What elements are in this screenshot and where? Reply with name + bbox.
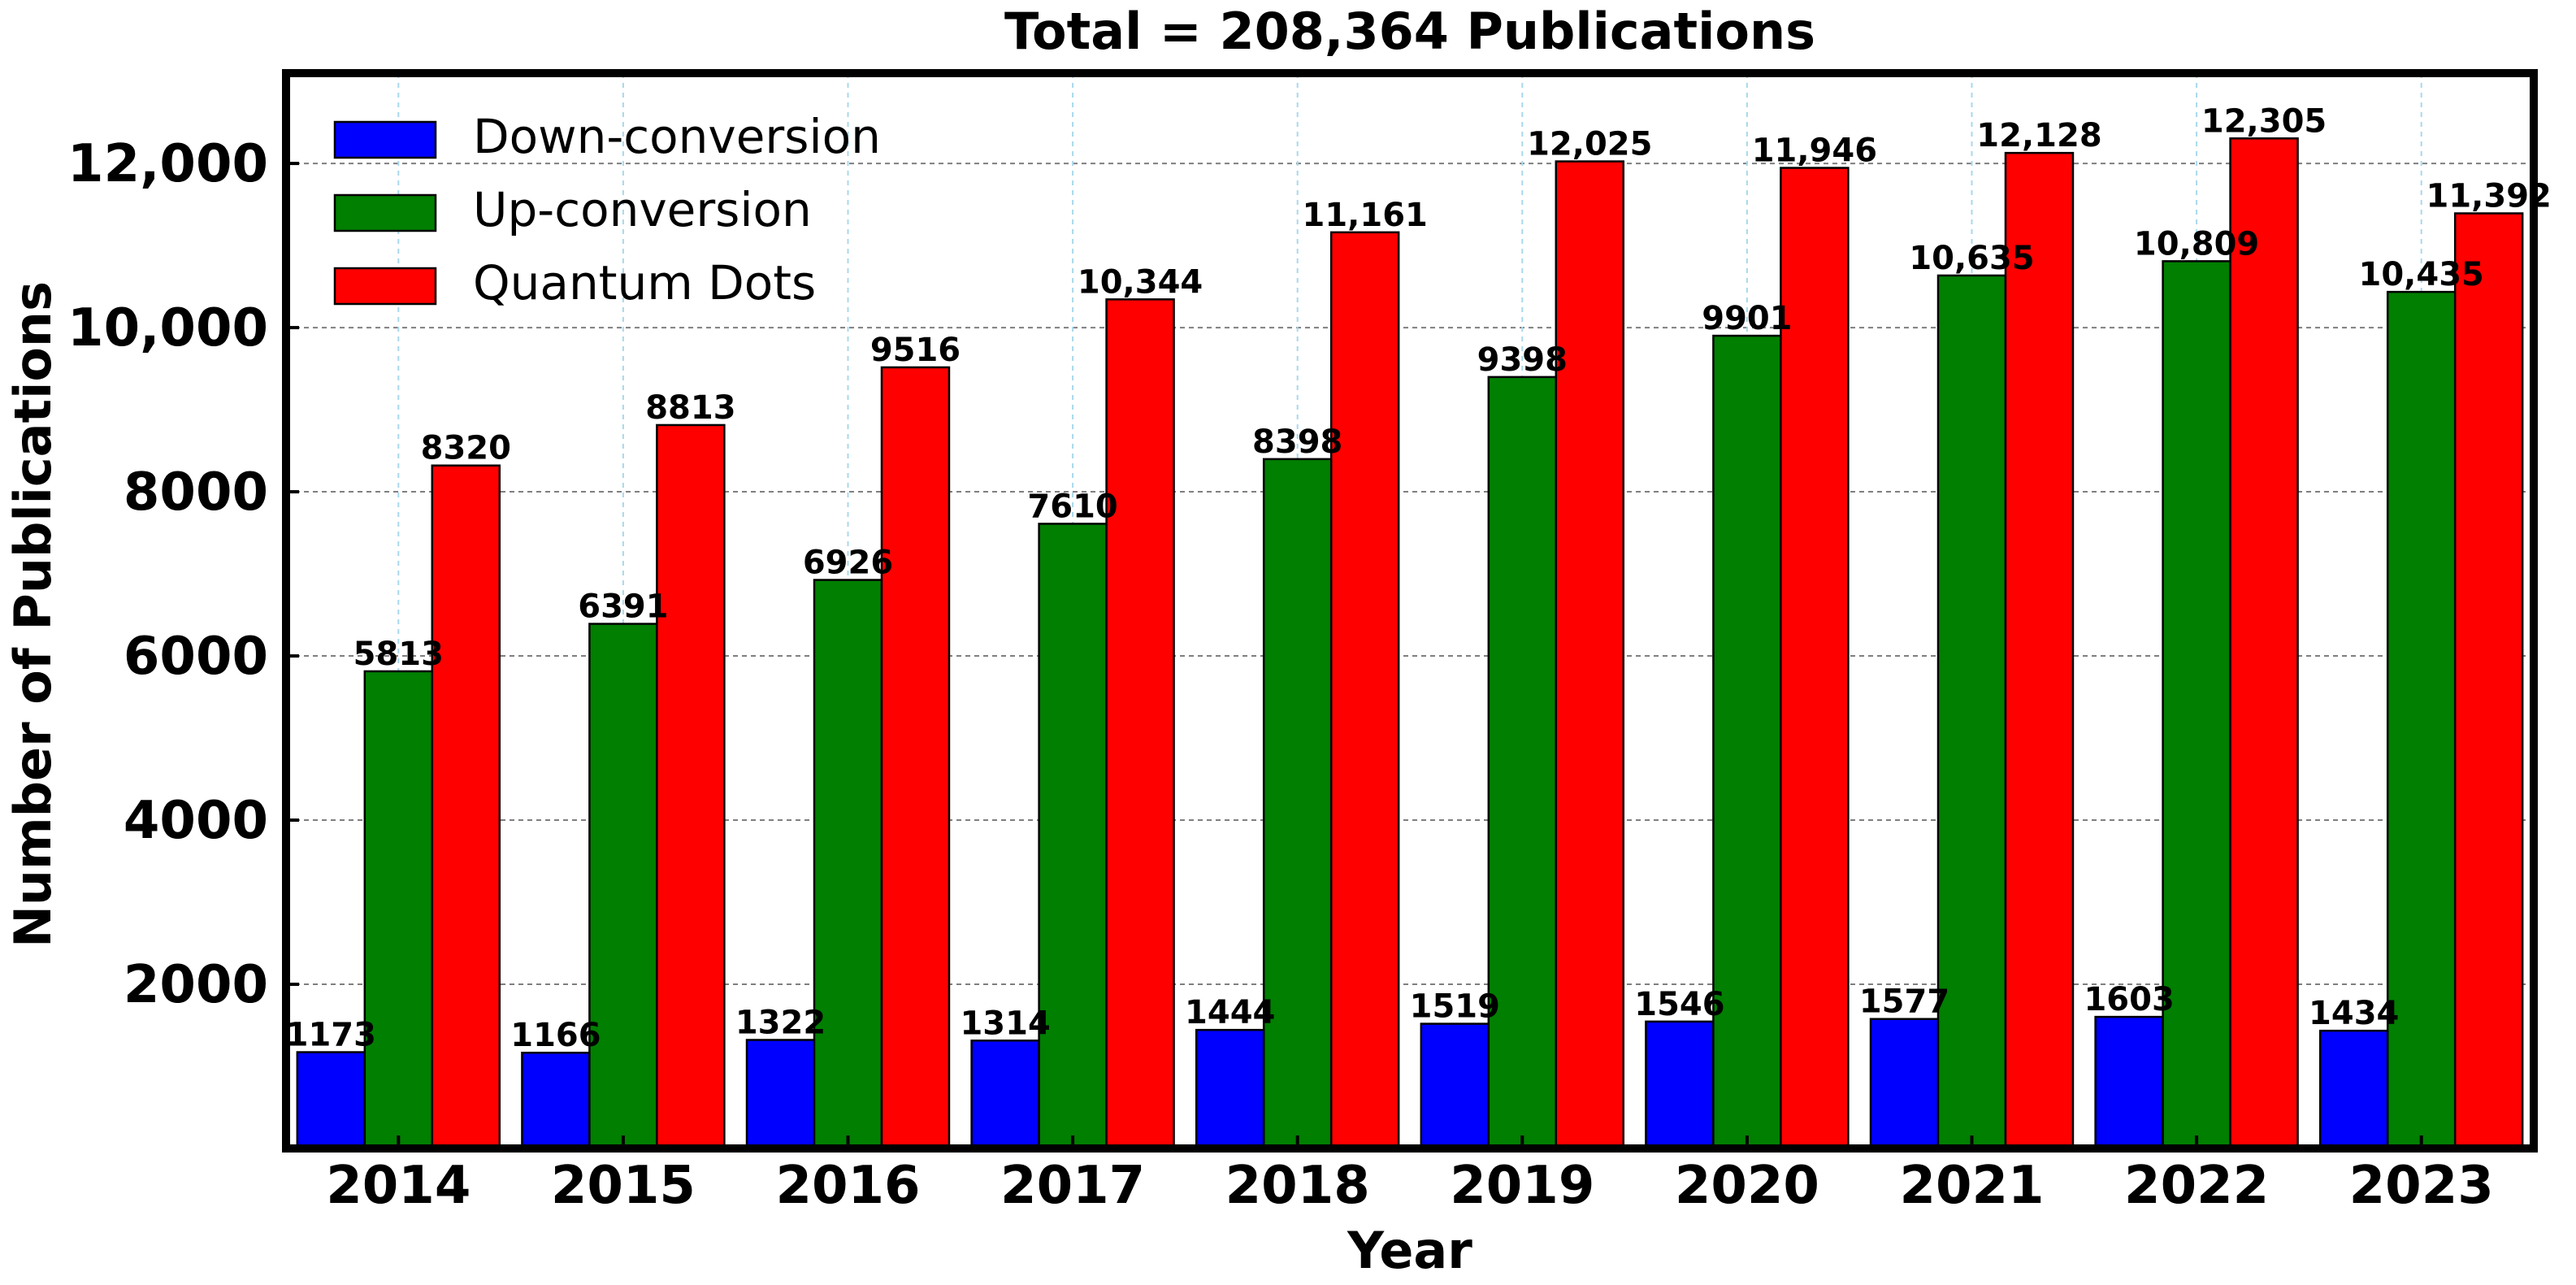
bar-up-conversion <box>1038 523 1108 1150</box>
bar-quantum-dots <box>1555 160 1625 1150</box>
data-label-quantum-dots: 8320 <box>421 430 511 467</box>
bar-down-conversion <box>521 1051 591 1150</box>
bar-quantum-dots <box>1105 298 1175 1150</box>
bar-quantum-dots <box>2004 151 2075 1150</box>
x-tick-label: 2022 <box>2124 1156 2269 1216</box>
data-label-up-conversion: 10,435 <box>2359 256 2484 293</box>
bar-quantum-dots <box>1329 231 1400 1150</box>
data-label-up-conversion: 6926 <box>803 545 893 582</box>
legend-swatch-up-conversion <box>333 193 437 232</box>
legend-swatch-down-conversion <box>333 120 437 159</box>
bar-up-conversion <box>1487 376 1558 1150</box>
x-axis-ticks: 2014 2015 2016 2017 2018 2019 2020 2021 2022 2023 <box>326 1135 2494 1216</box>
data-label-down-conversion: 1322 <box>735 1004 826 1041</box>
data-label-up-conversion: 7610 <box>1027 488 1117 525</box>
bar-down-conversion <box>1195 1028 1265 1150</box>
bar-up-conversion <box>1712 334 1782 1150</box>
x-tick-label: 2016 <box>775 1156 920 1216</box>
x-tick-label: 2020 <box>1675 1156 1819 1216</box>
data-label-quantum-dots: 11,161 <box>1303 197 1428 234</box>
y-tick-label: 2000 <box>124 955 268 1015</box>
bar-up-conversion <box>363 670 434 1150</box>
y-tick-label: 4000 <box>124 791 268 851</box>
data-label-up-conversion: 6391 <box>578 588 668 626</box>
data-label-quantum-dots: 12,128 <box>1976 117 2101 154</box>
x-tick-label: 2021 <box>1899 1156 2044 1216</box>
data-label-down-conversion: 1173 <box>286 1017 376 1054</box>
data-label-down-conversion: 1166 <box>510 1017 601 1054</box>
bar-down-conversion <box>745 1039 816 1150</box>
x-tick-label: 2017 <box>1000 1156 1145 1216</box>
data-label-quantum-dots: 8813 <box>645 389 735 427</box>
y-tick-label: 12,000 <box>67 134 268 194</box>
data-label-quantum-dots: 11,946 <box>1752 132 1877 170</box>
data-label-down-conversion: 1603 <box>2084 981 2174 1018</box>
data-label-up-conversion: 10,635 <box>1909 240 2034 277</box>
bar-down-conversion <box>1869 1018 1940 1150</box>
legend-label-down-conversion: Down-conversion <box>473 109 881 164</box>
bars <box>296 137 2524 1150</box>
legend: Down-conversion Up-conversion Quantum Dots <box>333 109 881 310</box>
y-axis-ticks: 2000 4000 6000 8000 10,000 12,000 <box>67 134 299 1015</box>
bar-down-conversion <box>970 1040 1040 1150</box>
data-label-down-conversion: 1519 <box>1410 988 1500 1026</box>
y-axis-label: Number of Publications <box>3 281 63 948</box>
legend-swatch-quantum-dots <box>333 267 437 306</box>
bar-quantum-dots <box>2229 137 2299 1150</box>
legend-label-up-conversion: Up-conversion <box>473 182 812 237</box>
bar-down-conversion <box>1645 1020 1715 1150</box>
data-label-up-conversion: 5813 <box>353 636 444 673</box>
bar-quantum-dots <box>1780 167 1850 1150</box>
bar-down-conversion <box>1420 1022 1490 1150</box>
bar-up-conversion <box>588 623 658 1150</box>
data-label-quantum-dots: 12,305 <box>2201 102 2327 140</box>
x-tick-label: 2019 <box>1450 1156 1594 1216</box>
data-label-down-conversion: 1314 <box>960 1005 1050 1042</box>
y-tick-label: 10,000 <box>67 298 268 358</box>
bar-up-conversion <box>1262 458 1333 1150</box>
bar-quantum-dots <box>656 423 726 1150</box>
data-label-down-conversion: 1577 <box>1859 983 1949 1021</box>
bar-up-conversion <box>2162 260 2231 1150</box>
data-label-down-conversion: 1444 <box>1185 994 1275 1031</box>
bar-down-conversion <box>2094 1015 2164 1150</box>
data-label-quantum-dots: 9516 <box>870 332 961 369</box>
data-label-down-conversion: 1546 <box>1634 986 1724 1023</box>
data-label-up-conversion: 9398 <box>1477 341 1568 379</box>
bar-up-conversion <box>2386 290 2457 1150</box>
data-label-up-conversion: 9901 <box>1702 300 1792 337</box>
x-axis-label: Year <box>1347 1221 1472 1280</box>
bar-down-conversion <box>2318 1029 2389 1150</box>
legend-label-quantum-dots: Quantum Dots <box>473 255 816 310</box>
plot-frame <box>282 69 2538 1153</box>
x-tick-label: 2023 <box>2349 1156 2494 1216</box>
y-tick-label: 6000 <box>124 627 268 687</box>
data-label-quantum-dots: 10,344 <box>1078 263 1203 301</box>
chart-title: Total = 208,364 Publications <box>1004 2 1815 61</box>
x-tick-label: 2018 <box>1225 1156 1370 1216</box>
y-tick-label: 8000 <box>124 462 268 523</box>
bar-up-conversion <box>1936 274 2007 1150</box>
data-label-down-conversion: 1434 <box>2309 995 2399 1032</box>
x-tick-label: 2015 <box>551 1156 696 1216</box>
data-label-up-conversion: 10,809 <box>2134 225 2259 263</box>
bar-quantum-dots <box>880 366 951 1150</box>
bar-quantum-dots <box>2453 212 2524 1150</box>
x-tick-label: 2014 <box>326 1156 471 1216</box>
data-label-up-conversion: 8398 <box>1252 423 1342 461</box>
bar-quantum-dots <box>431 464 501 1150</box>
data-labels: 1173 1166 1322 1314 1444 1519 1546 1577 1603 1434… <box>286 102 2552 1054</box>
bar-up-conversion <box>813 579 883 1150</box>
data-label-quantum-dots: 12,025 <box>1527 126 1652 163</box>
bar-down-conversion <box>296 1051 366 1150</box>
